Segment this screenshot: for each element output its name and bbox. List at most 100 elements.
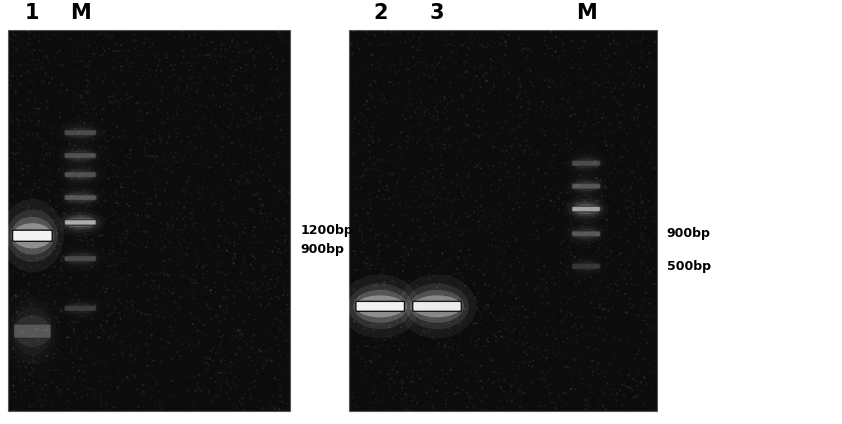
- Point: [392, 213, 405, 220]
- Point: [418, 349, 431, 355]
- Point: [252, 31, 265, 37]
- Point: [216, 344, 229, 351]
- Point: [238, 40, 252, 47]
- Point: [477, 116, 491, 123]
- Point: [137, 151, 151, 158]
- Point: [179, 275, 192, 282]
- Point: [207, 334, 221, 341]
- Point: [356, 151, 370, 158]
- Point: [601, 332, 615, 339]
- Point: [13, 351, 27, 358]
- Point: [348, 175, 361, 182]
- Point: [373, 241, 386, 248]
- Point: [398, 318, 412, 324]
- Point: [623, 192, 637, 199]
- Point: [454, 254, 467, 261]
- Point: [12, 126, 25, 133]
- Point: [631, 234, 644, 240]
- Point: [561, 220, 574, 227]
- Point: [141, 385, 154, 391]
- Point: [442, 126, 456, 133]
- Point: [180, 238, 194, 245]
- Point: [483, 221, 497, 228]
- Point: [573, 343, 586, 349]
- Point: [78, 179, 92, 186]
- Point: [443, 78, 456, 85]
- FancyBboxPatch shape: [64, 306, 96, 311]
- Point: [164, 271, 178, 278]
- Point: [426, 182, 440, 189]
- Point: [236, 383, 249, 390]
- Point: [521, 82, 535, 89]
- Point: [76, 394, 89, 401]
- Point: [562, 226, 576, 233]
- Point: [32, 274, 45, 281]
- Point: [263, 359, 276, 365]
- Point: [626, 199, 640, 206]
- Point: [37, 122, 51, 128]
- Point: [185, 85, 199, 92]
- Point: [24, 191, 37, 198]
- Point: [195, 399, 209, 405]
- Point: [88, 95, 102, 102]
- Point: [204, 287, 217, 293]
- Point: [547, 158, 561, 165]
- Point: [25, 300, 39, 307]
- Point: [240, 285, 253, 292]
- Point: [401, 248, 414, 254]
- Point: [613, 336, 626, 343]
- Point: [226, 73, 240, 79]
- Point: [157, 271, 171, 278]
- Point: [466, 131, 480, 138]
- Point: [381, 318, 394, 325]
- Point: [445, 290, 459, 297]
- Point: [549, 279, 562, 286]
- Point: [98, 173, 111, 179]
- Point: [560, 373, 573, 380]
- Point: [403, 103, 417, 109]
- Point: [54, 163, 67, 170]
- Point: [489, 262, 503, 268]
- Point: [236, 395, 249, 402]
- Point: [105, 93, 119, 100]
- Point: [499, 324, 513, 331]
- Point: [467, 209, 481, 215]
- Point: [630, 107, 643, 114]
- Point: [568, 310, 581, 317]
- Point: [131, 245, 145, 251]
- Point: [510, 399, 524, 406]
- Point: [248, 116, 261, 123]
- Point: [143, 141, 157, 148]
- Point: [73, 91, 87, 98]
- Point: [232, 40, 245, 47]
- Point: [164, 226, 178, 232]
- Point: [49, 53, 62, 60]
- Point: [514, 30, 528, 36]
- Point: [359, 198, 372, 205]
- Point: [78, 194, 92, 201]
- Point: [53, 265, 67, 272]
- Point: [478, 56, 492, 63]
- Point: [113, 165, 126, 171]
- Point: [42, 249, 56, 256]
- Point: [463, 63, 477, 70]
- Point: [484, 38, 498, 45]
- Point: [509, 358, 523, 365]
- Point: [163, 58, 177, 64]
- Point: [104, 336, 117, 343]
- Point: [447, 197, 461, 204]
- Point: [56, 162, 69, 169]
- Point: [109, 323, 122, 330]
- Point: [199, 212, 212, 219]
- Point: [104, 62, 117, 69]
- Point: [391, 369, 404, 376]
- Point: [242, 354, 255, 360]
- Point: [137, 229, 151, 235]
- Point: [510, 237, 524, 243]
- Point: [570, 326, 584, 333]
- Point: [375, 314, 388, 321]
- Point: [516, 46, 530, 53]
- Point: [529, 166, 542, 173]
- Point: [601, 295, 615, 301]
- Point: [471, 304, 484, 311]
